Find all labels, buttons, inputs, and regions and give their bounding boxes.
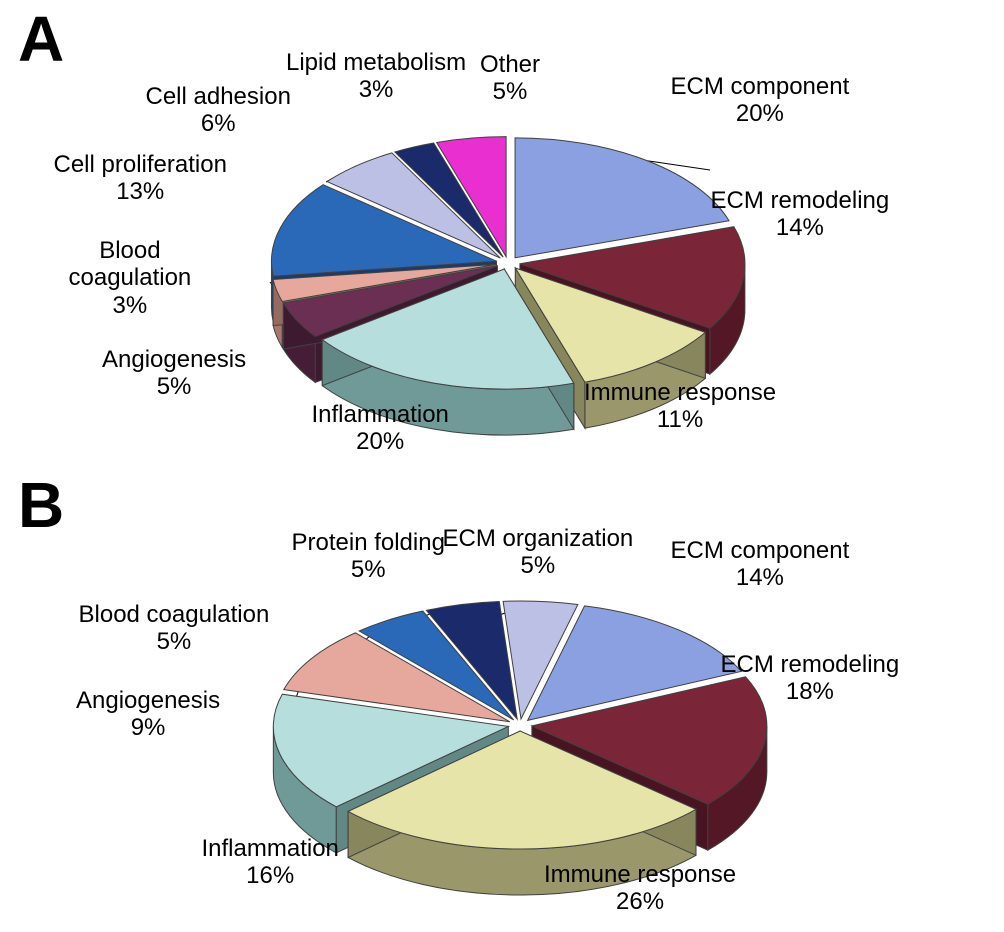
figure: A ECM component20%ECM remodeling14%Immun… [0, 0, 1004, 932]
pie-chart-b: ECM component14%ECM remodeling18%Immune … [0, 500, 1004, 930]
pie-chart-a: ECM component20%ECM remodeling14%Immune … [0, 28, 1004, 468]
